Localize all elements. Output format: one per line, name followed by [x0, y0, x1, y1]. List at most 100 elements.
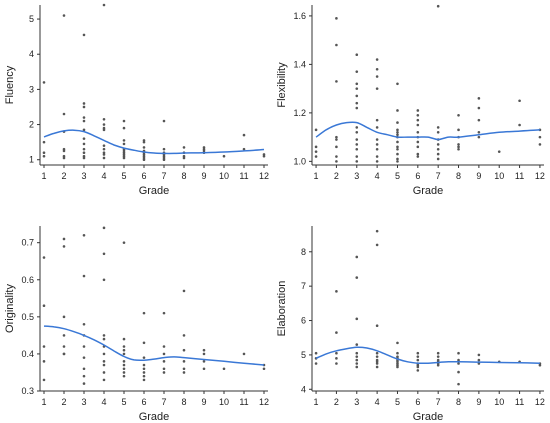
y-tick-label: 6 [301, 316, 306, 326]
data-point [335, 160, 338, 163]
data-point [477, 135, 481, 139]
data-point [82, 105, 86, 109]
data-point [202, 360, 206, 363]
chart-panel-originality: 1 2 3 4 5 6 7 8 9 10 11 120.30.40.50.60.7GradeOrigi… [4, 226, 269, 423]
data-point [42, 256, 46, 259]
x-tick-label: 7 [436, 397, 441, 407]
data-point [436, 130, 440, 134]
data-point [142, 140, 146, 144]
data-point [142, 378, 146, 382]
x-tick-label: 4 [101, 171, 106, 181]
x-tick-label: 8 [181, 397, 186, 407]
data-point [335, 138, 338, 141]
data-point [102, 144, 106, 147]
data-point [355, 87, 359, 90]
x-tick-label: 2 [334, 171, 339, 181]
data-point [82, 345, 86, 348]
data-point [396, 130, 399, 134]
data-point [457, 145, 460, 149]
y-axis-title: Originality [4, 284, 16, 333]
data-point [396, 157, 399, 161]
data-point [102, 128, 106, 132]
data-point [538, 363, 542, 367]
data-point [335, 331, 338, 334]
x-tick-label: 11 [515, 171, 524, 181]
data-point [355, 130, 359, 134]
data-point [102, 117, 106, 121]
data-point [102, 378, 106, 382]
data-point [62, 352, 66, 356]
x-tick-label: 12 [259, 397, 269, 407]
data-point [162, 345, 166, 348]
data-point [355, 106, 359, 110]
y-tick-label: 0.7 [21, 238, 34, 248]
data-point [102, 360, 106, 363]
data-point [202, 348, 206, 352]
data-point [62, 14, 66, 17]
x-tick-label: 6 [415, 397, 420, 407]
y-tick-label: 3 [29, 84, 34, 94]
data-point [335, 43, 338, 47]
y-tick-label: 5 [29, 14, 34, 24]
data-point [262, 154, 266, 158]
y-tick-label: 0.5 [21, 312, 34, 322]
data-point [355, 358, 359, 362]
data-point [457, 114, 460, 117]
data-point [436, 143, 440, 146]
x-tick-label: 1 [41, 397, 46, 407]
data-point [142, 367, 146, 371]
x-tick-label: 9 [476, 171, 481, 181]
data-point [122, 142, 126, 146]
x-axis-title: Grade [413, 185, 444, 197]
data-point [416, 123, 420, 127]
x-tick-label: 6 [141, 171, 146, 181]
data-point [416, 365, 420, 369]
data-point [335, 80, 338, 83]
data-point [396, 140, 399, 144]
data-point [457, 362, 460, 365]
data-point [436, 152, 440, 156]
data-point [262, 367, 266, 371]
data-point [314, 155, 318, 158]
data-point [477, 353, 481, 357]
x-tick-label: 8 [456, 171, 461, 181]
x-tick-label: 3 [81, 171, 86, 181]
x-tick-label: 3 [354, 397, 359, 407]
y-tick-label: 4 [301, 384, 306, 394]
x-tick-label: 11 [515, 397, 524, 407]
data-point [42, 304, 46, 308]
data-point [457, 143, 460, 146]
x-tick-label: 12 [259, 171, 269, 181]
data-point [416, 140, 420, 144]
x-tick-label: 10 [494, 171, 504, 181]
data-point [416, 152, 420, 156]
data-point [102, 334, 106, 337]
data-point [355, 94, 359, 98]
x-tick-label: 3 [81, 397, 86, 407]
data-point [122, 241, 126, 244]
data-point [42, 151, 46, 154]
data-point [375, 155, 379, 158]
y-tick-label: 1.6 [293, 11, 306, 21]
data-point [162, 367, 166, 371]
y-axis-title: Fluency [4, 65, 16, 104]
data-point [222, 154, 226, 158]
data-point [122, 139, 126, 142]
data-point [355, 143, 359, 146]
x-tick-label: 11 [239, 171, 248, 181]
y-tick-label: 0.3 [21, 386, 34, 396]
data-point [335, 351, 338, 355]
data-point [142, 371, 146, 374]
data-point [355, 82, 359, 86]
data-point [142, 311, 146, 315]
y-tick-label: 1 [29, 155, 34, 165]
data-point [242, 133, 246, 137]
data-point [355, 53, 359, 56]
data-point [396, 341, 399, 345]
data-point [102, 123, 106, 126]
chart-panel-flexibility: 1 2 3 4 5 6 7 8 9 10 11 121.01.21.41.6GradeFlexibil… [276, 4, 545, 197]
data-point [102, 156, 106, 160]
data-point [182, 371, 186, 374]
data-point [396, 145, 399, 149]
